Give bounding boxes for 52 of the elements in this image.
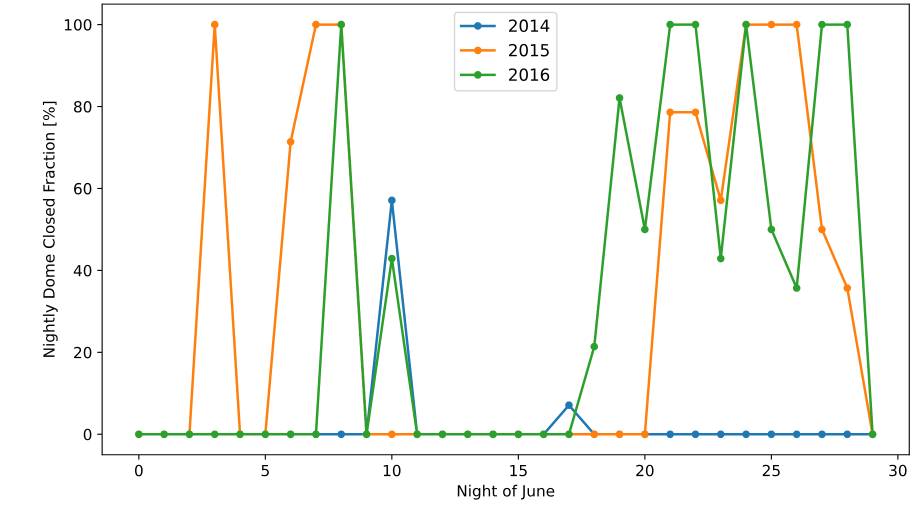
legend-label: 2014 bbox=[509, 19, 550, 32]
x-tick-label: 20 bbox=[636, 464, 654, 476]
point bbox=[792, 430, 800, 438]
y-tick-label: 20 bbox=[74, 346, 92, 358]
point bbox=[666, 430, 674, 438]
point bbox=[792, 20, 800, 28]
point bbox=[210, 430, 219, 438]
point bbox=[692, 108, 700, 116]
point bbox=[716, 430, 725, 438]
point bbox=[286, 138, 294, 146]
point bbox=[312, 20, 320, 28]
point bbox=[742, 430, 750, 438]
y-tick-label: 80 bbox=[74, 101, 92, 113]
point bbox=[818, 430, 826, 438]
point bbox=[666, 108, 674, 116]
point bbox=[590, 342, 598, 350]
point bbox=[388, 196, 396, 204]
y-tick-label: 0 bbox=[84, 428, 92, 440]
point bbox=[388, 254, 396, 262]
point bbox=[565, 401, 573, 409]
x-tick-label: 25 bbox=[762, 464, 780, 476]
x-tick-label: 0 bbox=[134, 464, 143, 476]
point bbox=[388, 430, 396, 438]
y-tick-label: 100 bbox=[64, 19, 92, 31]
x-tick-label: 30 bbox=[889, 464, 907, 476]
x-tick-label: 15 bbox=[510, 464, 527, 476]
legend-label: 2016 bbox=[509, 68, 550, 81]
x-tick-label: 5 bbox=[262, 464, 269, 476]
point bbox=[818, 226, 826, 234]
point bbox=[818, 20, 826, 28]
point bbox=[641, 226, 649, 234]
y-axis-title: Nightly Dome Closed Fraction [%] bbox=[42, 102, 58, 357]
point bbox=[616, 94, 624, 102]
point bbox=[843, 284, 852, 292]
point bbox=[768, 226, 776, 234]
point bbox=[692, 20, 700, 28]
x-axis-title: Night of June bbox=[458, 484, 554, 500]
point bbox=[716, 196, 725, 204]
point bbox=[768, 20, 776, 28]
point bbox=[692, 430, 700, 438]
point bbox=[843, 430, 852, 438]
y-tick-label: 60 bbox=[74, 182, 92, 194]
point bbox=[666, 20, 674, 28]
point bbox=[337, 430, 346, 438]
point bbox=[843, 20, 852, 28]
point bbox=[792, 284, 800, 292]
point bbox=[768, 430, 776, 438]
point bbox=[716, 254, 725, 262]
point bbox=[210, 20, 219, 28]
legend-label: 2015 bbox=[509, 44, 549, 56]
y-tick-label: 40 bbox=[74, 264, 92, 276]
x-tick-label: 10 bbox=[384, 464, 401, 476]
